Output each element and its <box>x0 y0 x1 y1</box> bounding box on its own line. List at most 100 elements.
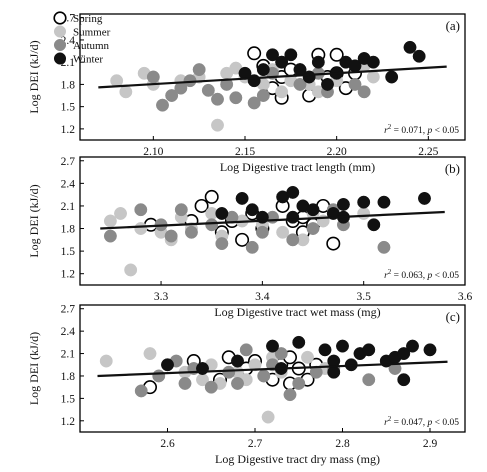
data-point-autumn <box>255 225 269 239</box>
data-point-spring <box>204 189 219 204</box>
legend-marker-winter <box>53 52 67 65</box>
y-tick-label: 2.4 <box>61 326 76 338</box>
stat-p-value: < 0.05 <box>432 418 459 428</box>
legend-marker-autumn <box>53 38 67 52</box>
y-axis-label: Log DEI (kJ/d) <box>27 332 41 405</box>
data-point-winter <box>318 343 332 357</box>
data-point-winter <box>311 55 325 69</box>
y-tick-label: 1.8 <box>61 79 76 91</box>
data-point-summer <box>276 225 290 239</box>
data-point-winter <box>266 339 279 353</box>
data-point-winter <box>367 218 381 232</box>
stat-annotation: r2 = 0.063, p < 0.05 <box>384 268 459 281</box>
data-point-autumn <box>292 376 306 390</box>
data-point-winter <box>256 63 270 77</box>
panel-label: (c) <box>446 309 460 324</box>
data-point-winter <box>286 185 300 199</box>
stat-r2-value: 0.047 <box>401 418 423 428</box>
data-point-autumn <box>247 96 261 110</box>
data-point-winter <box>284 48 298 62</box>
data-point-summer <box>114 207 127 220</box>
legend-marker-spring <box>53 11 67 25</box>
y-axis-label: Log DEI (kJ/d) <box>27 40 41 113</box>
x-axis-label: Log Digestive tract dry mass (mg) <box>215 452 380 466</box>
data-point-winter <box>235 191 249 205</box>
data-point-autumn <box>211 92 224 106</box>
data-point-winter <box>161 358 174 372</box>
y-tick-label: 2.7 <box>61 304 76 316</box>
data-point-winter <box>377 195 391 209</box>
stat-r2-value: 0.063 <box>401 271 423 281</box>
data-point-winter <box>336 197 350 211</box>
legend-marker-summer <box>53 25 67 38</box>
x-tick-label: 2.25 <box>418 146 438 158</box>
data-point-autumn <box>357 85 371 99</box>
x-tick-label: 2.7 <box>248 438 263 450</box>
data-point-autumn <box>103 229 117 243</box>
x-tick-label: 3.4 <box>255 291 270 303</box>
legend-label-spring: Spring <box>73 13 103 25</box>
x-tick-label: 2.20 <box>327 146 347 158</box>
y-axis-label: Log DEI (kJ/d) <box>27 184 41 257</box>
data-point-summer <box>261 410 275 424</box>
data-point-summer <box>103 214 117 228</box>
stat-p-value: < 0.05 <box>432 271 459 281</box>
data-point-autumn <box>174 203 188 217</box>
data-point-autumn <box>201 83 215 97</box>
y-tick-label: 1.5 <box>61 246 76 258</box>
data-point-autumn <box>306 222 320 235</box>
data-point-winter <box>275 55 289 69</box>
stat-annotation: r2 = 0.071, p < 0.05 <box>384 123 459 136</box>
y-tick-label: 1.2 <box>61 124 76 136</box>
data-point-summer <box>99 354 113 368</box>
data-point-winter <box>292 335 306 349</box>
x-tick-label: 2.6 <box>160 438 175 450</box>
y-tick-label: 2.1 <box>61 201 76 213</box>
data-point-summer <box>124 263 138 277</box>
data-point-autumn <box>283 388 297 402</box>
data-point-autumn <box>205 218 219 232</box>
legend-label-summer: Summer <box>73 27 111 39</box>
y-tick-label: 2.1 <box>61 349 76 361</box>
panel-label: (b) <box>445 161 460 176</box>
data-point-autumn <box>134 203 148 217</box>
data-point-autumn <box>222 365 236 379</box>
x-tick-label: 2.8 <box>335 438 350 450</box>
data-point-summer <box>275 85 289 99</box>
y-tick-label: 1.8 <box>61 224 76 236</box>
data-point-autumn <box>220 77 234 91</box>
data-point-autumn <box>215 237 229 251</box>
plot-frame <box>79 13 466 141</box>
panel-b: 1.2 1.5 1.8 2.1 2.4 2.7 3.3 3.4 3.5 3.6 Log Digest… <box>27 156 472 319</box>
data-point-spring <box>247 46 262 61</box>
stat-p-value: < 0.05 <box>432 126 459 136</box>
data-point-autumn <box>152 369 166 383</box>
data-point-spring <box>194 198 209 213</box>
y-tick-label: 2.4 <box>61 178 76 190</box>
panel-c: 1.2 1.5 1.8 2.1 2.4 2.7 2.6 2.7 2.8 2.9 Log Digest… <box>27 304 466 466</box>
data-point-winter <box>406 339 419 353</box>
data-point-winter <box>357 195 371 209</box>
data-point-winter <box>306 203 320 217</box>
data-point-autumn <box>245 240 259 254</box>
data-point-autumn <box>164 229 178 243</box>
data-point-summer <box>211 118 224 132</box>
data-point-autumn <box>229 91 243 105</box>
stat-annotation: r2 = 0.047, p < 0.05 <box>384 415 459 428</box>
data-point-summer <box>366 70 380 84</box>
data-point-autumn <box>256 89 270 102</box>
data-point-summer <box>301 350 314 364</box>
data-point-winter <box>403 40 417 54</box>
data-point-autumn <box>231 376 244 390</box>
x-tick-label: 3.5 <box>356 291 371 303</box>
data-point-autumn <box>146 70 160 84</box>
data-point-summer <box>143 347 157 361</box>
data-point-autumn <box>362 373 376 387</box>
data-point-winter <box>336 339 349 353</box>
data-point-winter <box>397 347 411 361</box>
trend-line <box>98 65 447 89</box>
data-point-autumn <box>204 380 218 394</box>
x-tick-label: 3.3 <box>154 291 169 303</box>
data-point-autumn <box>293 77 307 91</box>
